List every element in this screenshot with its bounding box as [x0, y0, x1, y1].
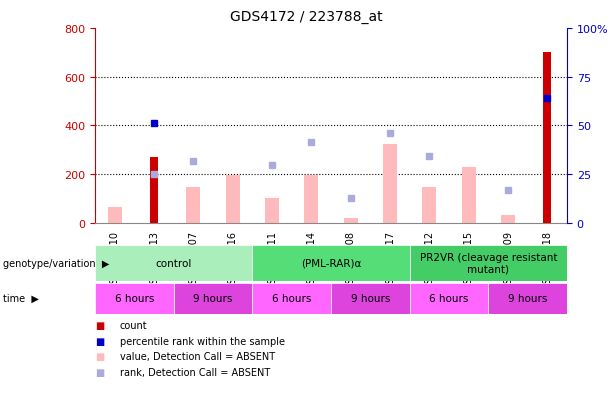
Text: ■: ■: [95, 336, 104, 346]
Text: genotype/variation  ▶: genotype/variation ▶: [3, 258, 110, 268]
Text: 9 hours: 9 hours: [193, 293, 233, 304]
Text: ■: ■: [95, 320, 104, 330]
Text: GDS4172 / 223788_at: GDS4172 / 223788_at: [230, 10, 383, 24]
Text: ■: ■: [95, 367, 104, 377]
Text: count: count: [120, 320, 147, 330]
Bar: [409, 283, 489, 314]
Bar: [95, 246, 253, 281]
Bar: [265, 198, 279, 223]
Text: time  ▶: time ▶: [3, 293, 39, 304]
Text: percentile rank within the sample: percentile rank within the sample: [120, 336, 284, 346]
Text: ■: ■: [95, 351, 104, 361]
Bar: [501, 216, 515, 223]
Text: value, Detection Call = ABSENT: value, Detection Call = ABSENT: [120, 351, 275, 361]
Bar: [331, 283, 409, 314]
Bar: [409, 246, 567, 281]
Text: control: control: [156, 258, 192, 268]
Bar: [422, 187, 436, 223]
Bar: [108, 207, 121, 223]
Text: 6 hours: 6 hours: [272, 293, 311, 304]
Text: (PML-RAR)α: (PML-RAR)α: [301, 258, 361, 268]
Bar: [462, 167, 476, 223]
Bar: [173, 283, 253, 314]
Bar: [226, 176, 240, 223]
Bar: [344, 218, 357, 223]
Bar: [150, 157, 158, 223]
Text: PR2VR (cleavage resistant
mutant): PR2VR (cleavage resistant mutant): [420, 252, 557, 274]
Bar: [253, 283, 331, 314]
Bar: [95, 283, 173, 314]
Bar: [543, 53, 552, 223]
Text: rank, Detection Call = ABSENT: rank, Detection Call = ABSENT: [120, 367, 270, 377]
Text: 6 hours: 6 hours: [115, 293, 154, 304]
Text: 9 hours: 9 hours: [508, 293, 547, 304]
Bar: [186, 188, 200, 223]
Text: 9 hours: 9 hours: [351, 293, 390, 304]
Text: 6 hours: 6 hours: [429, 293, 469, 304]
Bar: [253, 246, 409, 281]
Bar: [305, 176, 318, 223]
Bar: [489, 283, 567, 314]
Bar: [383, 144, 397, 223]
